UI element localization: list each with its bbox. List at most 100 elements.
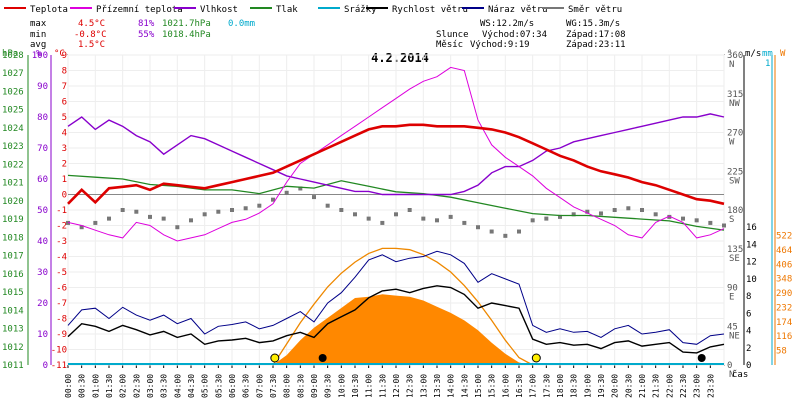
axis-hpa-tick: 1014 [2, 306, 24, 316]
moonrise-marker [318, 354, 327, 362]
axis-dir-degree: 225 [727, 167, 743, 177]
axis-dir-compass: NW [729, 99, 740, 109]
axis-x-tick: 06:00 [228, 374, 237, 398]
axis-wm2-tick: 290 [776, 289, 792, 299]
series-theoretical-radiation [272, 247, 534, 366]
axis-dir-compass: NE [729, 331, 740, 341]
axis-dir-degree: 0 [727, 361, 732, 371]
axis-x-tick: 23:30 [706, 374, 715, 398]
info-wg: WG:15.3m/s [566, 19, 620, 29]
plot-area [66, 54, 726, 366]
wind-direction-point [544, 216, 549, 221]
axis-ms-tick: 2 [746, 344, 751, 354]
wind-direction-point [462, 220, 467, 225]
stat-min-temp: -0.8°C [74, 30, 107, 40]
wind-direction-point [626, 206, 631, 211]
axis-temp-unit: °C [54, 49, 65, 59]
stat-max-humidity: 81% [138, 19, 155, 29]
axis-hpa-unit: hPa [2, 49, 18, 59]
axis-hpa-tick: 1018 [2, 233, 24, 243]
axis-x-tick: 14:00 [447, 374, 456, 398]
axis-x-tick: 00:00 [64, 374, 73, 398]
axis-temp-tick: 4 [62, 129, 67, 139]
wind-direction-point [489, 229, 494, 234]
axis-pct-tick: 70 [37, 144, 48, 154]
wind-direction-point [585, 209, 590, 214]
info-sun-rise: Východ:07:34 [482, 30, 547, 40]
wind-direction-point [640, 208, 644, 212]
wind-direction-point [66, 220, 70, 225]
axis-x-tick: 12:00 [392, 374, 401, 398]
wind-direction-point [681, 216, 685, 221]
info-sun-label: Slunce [436, 30, 469, 40]
axis-x-tick: 09:00 [310, 374, 319, 398]
axis-dir-compass: W [729, 138, 735, 148]
axis-x-tick: 06:30 [242, 374, 251, 398]
axis-temp-tick: -4 [56, 253, 67, 263]
axis-temp-tick: -11 [51, 361, 67, 371]
wind-direction-point [421, 216, 426, 221]
legend: Teplota Přízemní teplota Vlhkost Tlak Srážky… [4, 5, 622, 15]
axis-x-tick: 19:30 [597, 374, 606, 398]
wind-direction-point [243, 206, 248, 211]
axis-temp-tick: 2 [62, 160, 67, 170]
legend-label: Náraz větru [488, 5, 548, 15]
wind-direction-point [558, 214, 562, 219]
axis-temp-tick: -2 [56, 222, 67, 232]
axis-ms-tick: 12 [746, 258, 757, 268]
axis-x-tick: 10:30 [351, 374, 360, 398]
wind-direction-point [599, 211, 603, 216]
wind-direction-point [107, 216, 111, 221]
series-humidity [67, 113, 725, 196]
axis-ms-tick: 4 [746, 327, 751, 337]
axis-wm2-tick: 116 [776, 332, 792, 342]
wind-direction-point [353, 212, 357, 217]
axis-x-tick: 13:30 [433, 374, 442, 398]
axis-x-tick: 17:00 [529, 374, 538, 398]
axis-temp-tick: 3 [62, 144, 67, 154]
axis-hpa-tick: 1024 [2, 124, 24, 134]
axis-x-tick: 20:30 [624, 374, 633, 398]
series-ground-temperature [67, 66, 725, 242]
sunrise-marker [270, 353, 280, 363]
axis-x-tick: 16:00 [501, 374, 510, 398]
axis-x-tick: 18:00 [556, 374, 565, 398]
axis-hpa-tick: 1017 [2, 252, 24, 262]
axis-x-tick: 22:30 [679, 374, 688, 398]
wind-direction-point [325, 203, 330, 208]
info-sun-set: Západ:17:08 [566, 30, 626, 40]
axis-wm2-tick: 348 [776, 275, 792, 285]
info-moon-rise: Východ:9:19 [470, 40, 530, 50]
wind-direction-point [312, 195, 316, 200]
axis-x-tick: 21:00 [638, 374, 647, 398]
axis-hpa-tick: 1026 [2, 87, 24, 97]
x-axis-label: čas [732, 369, 748, 380]
axis-dir-compass: N [729, 370, 734, 380]
axis-dir-unit: ° [727, 49, 732, 59]
wind-direction-point [79, 225, 84, 230]
axis-hpa-tick: 1022 [2, 160, 24, 170]
axis-x-tick: 08:00 [283, 374, 292, 398]
wind-direction-point [530, 218, 535, 223]
wind-direction-point [339, 208, 344, 212]
stat-max-label: max [30, 19, 47, 29]
axis-temp-tick: -5 [56, 268, 67, 278]
axis-x-tick: 10:00 [337, 374, 346, 398]
stat-max-pressure: 1021.7hPa [162, 19, 211, 29]
stat-max-rain: 0.0mm [228, 19, 255, 29]
axis-hpa-tick: 1023 [2, 142, 24, 152]
axis-x-tick: 04:30 [187, 374, 196, 398]
axis-pct-tick: 10 [37, 330, 48, 340]
axis-temp-tick: 0 [62, 191, 67, 201]
axis-hpa-tick: 1011 [2, 361, 24, 371]
axis-temp-tick: -9 [56, 330, 67, 340]
axis-x-tick: 11:00 [365, 374, 374, 398]
axis-wm2-unit: W [780, 49, 786, 59]
wind-direction-point [93, 220, 98, 225]
wind-direction-point [284, 190, 289, 195]
axis-x-tick: 05:30 [214, 374, 223, 398]
wind-direction-point [271, 197, 275, 202]
axis-wm2-tick: 58 [776, 347, 787, 357]
wind-direction-point [517, 229, 521, 234]
